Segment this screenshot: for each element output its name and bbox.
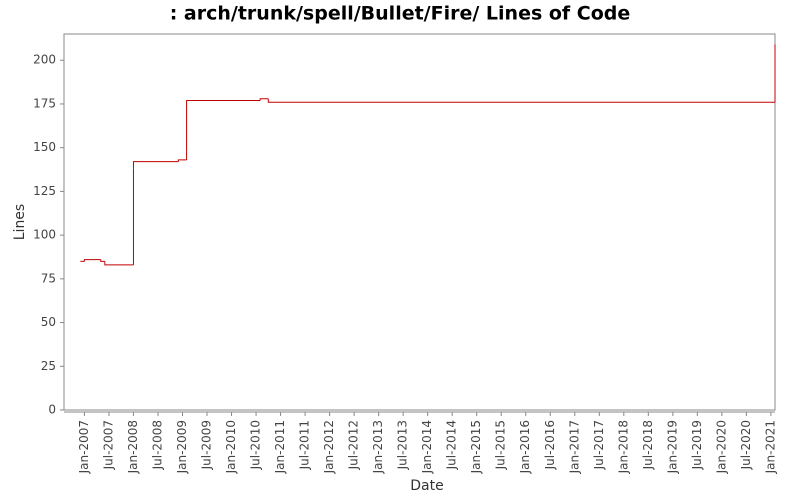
- y-tick-label: 175: [33, 96, 56, 110]
- y-tick-label: 200: [33, 53, 56, 67]
- step-segment: [267, 98, 775, 103]
- x-tick-label: Jul-2011: [298, 420, 312, 470]
- y-tick-label: 25: [41, 359, 56, 373]
- x-tick-label: Jul-2017: [592, 420, 606, 470]
- step-segment: [83, 259, 101, 262]
- x-tick-label: Jul-2007: [101, 420, 115, 470]
- x-tick-label: Jan-2008: [126, 420, 140, 474]
- step-segment: [100, 259, 105, 262]
- step-segment: [104, 261, 134, 266]
- x-tick-label: Jul-2009: [200, 420, 214, 470]
- x-tick-label: Jan-2009: [175, 420, 189, 474]
- x-tick-label: Jul-2019: [690, 420, 704, 470]
- x-tick-label: Jan-2007: [77, 420, 91, 474]
- x-tick-label: Jan-2012: [322, 420, 336, 474]
- chart-title: : arch/trunk/spell/Bullet/Fire/ Lines of…: [170, 3, 631, 25]
- y-tick-label: 50: [41, 315, 56, 329]
- step-segment: [259, 98, 269, 101]
- y-tick-label: 0: [48, 403, 56, 417]
- x-tick-label: Jan-2019: [665, 420, 679, 474]
- x-tick-label: Jan-2014: [420, 420, 434, 474]
- plot-area: [63, 33, 776, 411]
- y-tick-label: 150: [33, 140, 56, 154]
- y-tick-label: 125: [33, 184, 56, 198]
- x-tick-label: Jan-2011: [273, 420, 287, 474]
- x-tick-label: Jul-2010: [249, 420, 263, 470]
- x-tick-label: Jul-2014: [445, 420, 459, 470]
- x-tick-label: Jan-2010: [224, 420, 238, 474]
- step-segment: [177, 159, 187, 162]
- x-tick-label: Jan-2017: [567, 420, 581, 474]
- x-tick-label: Jul-2012: [347, 420, 361, 470]
- x-tick-label: Jul-2015: [494, 420, 508, 470]
- step-segment: [186, 99, 261, 152]
- x-tick-label: Jul-2018: [641, 420, 655, 470]
- y-tick-label: 75: [41, 271, 56, 285]
- y-axis-title: Lines: [12, 204, 28, 240]
- step-segment: [132, 161, 179, 169]
- x-tick-label: Jul-2008: [150, 420, 164, 470]
- x-axis-title: Date: [410, 478, 443, 494]
- x-tick-label: Jan-2016: [518, 420, 532, 474]
- x-tick-label: Jan-2020: [714, 420, 728, 474]
- x-tick-label: Jul-2013: [396, 420, 410, 470]
- y-tick-label: 100: [33, 228, 56, 242]
- x-tick-label: Jan-2018: [616, 420, 630, 474]
- x-tick-label: Jan-2013: [371, 420, 385, 474]
- x-tick-label: Jan-2021: [763, 420, 777, 474]
- x-tick-label: Jul-2016: [543, 420, 557, 470]
- x-tick-label: Jan-2015: [469, 420, 483, 474]
- x-tick-label: Jul-2020: [739, 420, 753, 470]
